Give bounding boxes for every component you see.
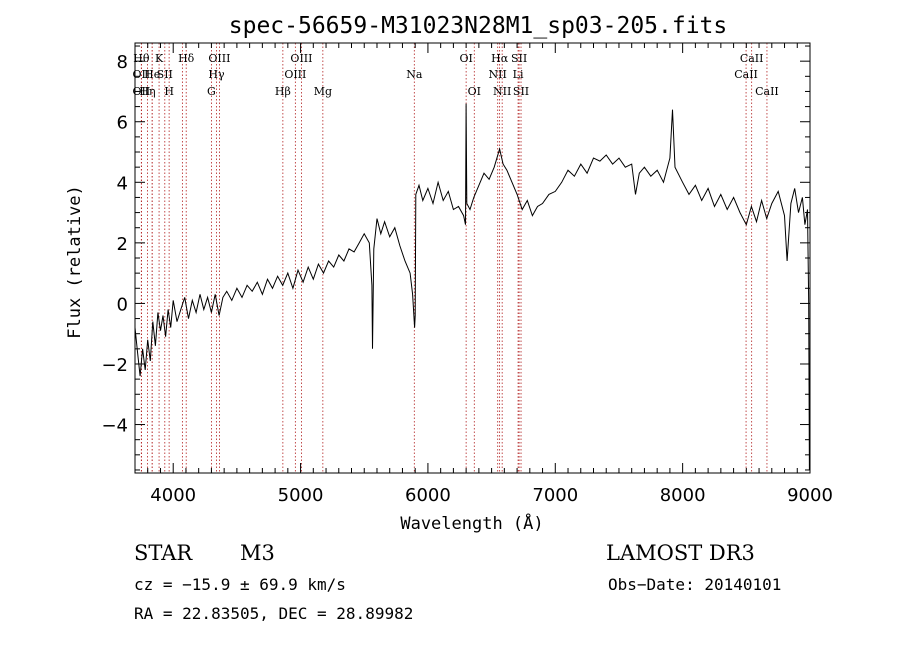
- line-marker-label-28: CaII: [740, 52, 764, 65]
- x-tick-label-5000: 5000: [278, 485, 324, 506]
- redshift-text: cz = −15.9 ± 69.9 km/s: [134, 575, 346, 594]
- object-subclass: M3: [240, 541, 275, 565]
- line-marker-label-27: CaII: [734, 68, 758, 81]
- line-marker-label-8: H: [164, 85, 174, 98]
- line-marker-label-6: K: [155, 52, 164, 65]
- x-tick-label-8000: 8000: [660, 485, 706, 506]
- object-class: STAR: [134, 541, 193, 565]
- line-markers: [140, 43, 768, 473]
- line-marker-label-7: SII: [157, 68, 173, 81]
- y-axis-label: Flux (relative): [65, 185, 85, 339]
- line-marker-label-14: Hβ: [275, 85, 291, 98]
- y-tick-label--2: −2: [101, 355, 128, 376]
- line-marker-label-2: OII: [133, 85, 151, 98]
- obs-date-text: Obs−Date: 20140101: [608, 575, 781, 594]
- line-marker-label-9: Hδ: [178, 52, 195, 65]
- coordinates-text: RA = 22.83505, DEC = 28.89982: [134, 604, 413, 623]
- line-marker-label-18: Na: [406, 68, 423, 81]
- line-marker-label-15: OIII: [284, 68, 306, 81]
- line-marker-label-12: Hγ: [208, 68, 225, 81]
- chart-title: spec-56659-M31023N28M1_sp03-205.fits: [229, 13, 728, 39]
- x-tick-label-7000: 7000: [532, 485, 578, 506]
- y-tick-label-8: 8: [117, 52, 128, 73]
- x-axis: 4000 5000 6000 7000 8000 9000: [134, 43, 833, 506]
- line-marker-label-24: Li: [513, 68, 524, 81]
- x-tick-label-9000: 9000: [787, 485, 833, 506]
- x-tick-label-4000: 4000: [150, 485, 196, 506]
- line-marker-label-21: NII: [489, 68, 507, 81]
- line-marker-label-0: Hθ: [133, 52, 150, 65]
- line-marker-label-16: OIII: [290, 52, 312, 65]
- y-tick-label-2: 2: [117, 234, 128, 255]
- line-marker-label-22: Hα: [491, 52, 509, 65]
- line-marker-label-25: SII: [511, 52, 527, 65]
- y-axis: −4 −2 0 2 4 6 8: [101, 45, 810, 471]
- line-marker-label-23: NII: [493, 85, 511, 98]
- line-marker-label-3: Hη: [139, 85, 155, 98]
- y-tick-label-0: 0: [117, 294, 128, 315]
- line-marker-label-1: OII: [133, 68, 151, 81]
- line-marker-label-26: SII: [513, 85, 529, 98]
- line-marker-labels: HθOIIOIIHηHeKSIIHHδGHγOIIIHβOIIIOIIIMgNa…: [133, 52, 779, 98]
- line-marker-label-17: Mg: [314, 85, 332, 98]
- survey-name: LAMOST DR3: [606, 541, 755, 565]
- line-marker-label-29: CaII: [755, 85, 779, 98]
- x-tick-label-6000: 6000: [405, 485, 451, 506]
- line-marker-label-13: OIII: [208, 52, 230, 65]
- line-marker-label-5: He: [144, 68, 160, 81]
- y-tick-label--4: −4: [101, 416, 128, 437]
- line-marker-label-19: OI: [459, 52, 472, 65]
- y-tick-label-4: 4: [117, 173, 128, 194]
- x-axis-label: Wavelength (Å): [400, 512, 543, 534]
- line-marker-label-20: OI: [468, 85, 481, 98]
- line-marker-label-11: G: [207, 85, 216, 98]
- y-tick-label-6: 6: [117, 113, 128, 134]
- spectrum-line: [134, 103, 810, 471]
